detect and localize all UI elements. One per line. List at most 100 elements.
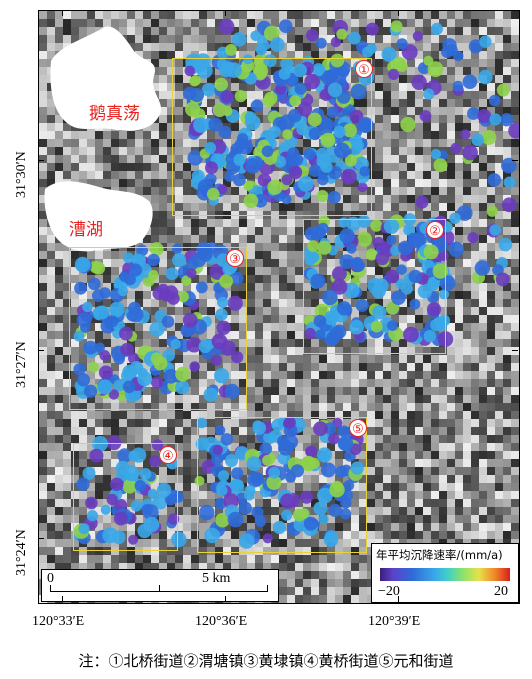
raster-cell [479,211,487,219]
deformation-point [149,242,164,256]
raster-cell [471,11,479,19]
raster-cell [247,267,255,275]
deformation-point [128,263,142,277]
deformation-point [99,350,111,361]
raster-cell [47,19,55,27]
raster-cell [359,275,367,283]
raster-cell [167,171,175,179]
raster-cell [151,179,159,187]
raster-cell [487,267,495,275]
raster-cell [439,179,447,187]
raster-cell [295,531,303,539]
raster-cell [319,563,327,571]
raster-cell [199,363,207,371]
raster-cell [279,307,287,315]
raster-cell [399,259,407,267]
raster-cell [143,155,151,163]
raster-cell [487,507,495,515]
raster-cell [55,499,63,507]
raster-cell [327,555,335,563]
raster-cell [287,579,295,587]
raster-cell [511,251,519,259]
raster-cell [271,19,279,27]
raster-cell [151,171,159,179]
raster-cell [455,291,463,299]
deformation-point [316,147,329,160]
raster-cell [79,299,87,307]
raster-cell [135,131,143,139]
deformation-point [294,82,307,95]
raster-cell [159,123,167,131]
raster-cell [199,547,207,555]
deformation-point [257,173,272,187]
raster-cell [471,211,479,219]
raster-cell [127,131,135,139]
deformation-point [288,165,303,180]
raster-cell [495,203,503,211]
raster-cell [239,403,247,411]
raster-cell [63,371,71,379]
raster-cell [47,379,55,387]
raster-cell [103,259,111,267]
raster-cell [383,107,391,115]
raster-cell [367,395,375,403]
raster-cell [383,131,391,139]
deformation-point [317,240,332,255]
raster-cell [511,339,519,347]
raster-cell [407,195,415,203]
raster-cell [455,155,463,163]
raster-cell [391,499,399,507]
raster-cell [167,475,175,483]
raster-cell [351,387,359,395]
raster-cell [367,499,375,507]
raster-cell [159,523,167,531]
raster-cell [423,515,431,523]
raster-cell [471,83,479,91]
raster-cell [191,467,199,475]
raster-cell [431,379,439,387]
raster-cell [463,523,471,531]
raster-cell [279,35,287,43]
raster-cell [415,467,423,475]
raster-cell [303,403,311,411]
raster-cell [71,147,79,155]
raster-cell [447,67,455,75]
raster-cell [367,379,375,387]
raster-cell [79,291,87,299]
raster-cell [311,51,319,59]
raster-cell [239,203,247,211]
raster-cell [487,67,495,75]
raster-cell [175,411,183,419]
raster-cell [439,75,447,83]
raster-cell [407,251,415,259]
raster-cell [311,291,319,299]
raster-cell [47,35,55,43]
raster-cell [175,451,183,459]
raster-cell [415,315,423,323]
raster-cell [39,27,47,35]
raster-cell [287,203,295,211]
raster-cell [375,91,383,99]
raster-cell [47,83,55,91]
raster-cell [367,523,375,531]
raster-cell [231,19,239,27]
raster-cell [463,395,471,403]
raster-cell [495,75,503,83]
deformation-point [220,90,234,104]
raster-cell [191,419,199,427]
raster-cell [55,363,63,371]
raster-cell [223,523,231,531]
raster-cell [463,483,471,491]
raster-cell [407,307,415,315]
raster-cell [479,155,487,163]
raster-cell [351,411,359,419]
raster-cell [39,83,47,91]
raster-cell [207,11,215,19]
raster-cell [447,139,455,147]
raster-cell [295,291,303,299]
raster-cell [159,147,167,155]
raster-cell [103,539,111,547]
raster-cell [375,347,383,355]
deformation-point [218,125,232,139]
raster-cell [511,11,519,19]
